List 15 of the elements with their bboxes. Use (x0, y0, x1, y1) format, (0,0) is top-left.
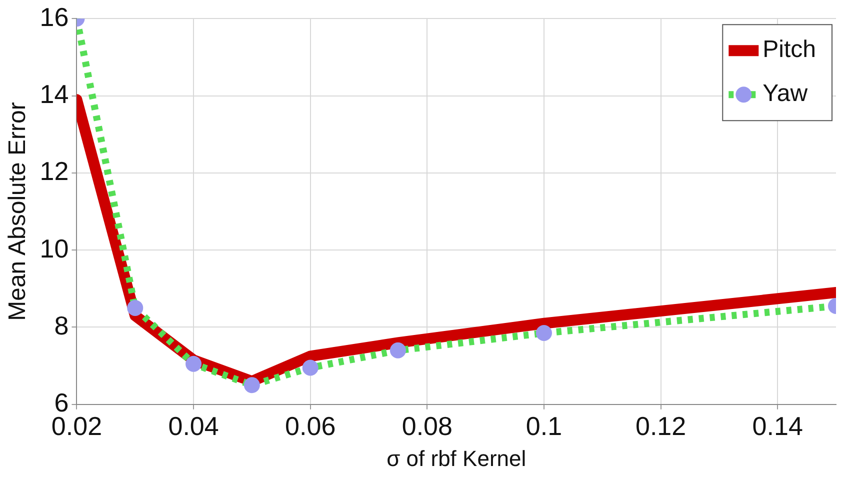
x-tick-label: 0.12 (635, 411, 686, 442)
x-tick-label: 0.08 (402, 411, 452, 442)
x-axis-title: σ of rbf Kernel (386, 446, 526, 471)
y-tick-label: 10 (40, 233, 69, 264)
y-tick-label: 16 (40, 2, 69, 32)
x-tick-label: 0.14 (752, 411, 803, 442)
legend-label: Pitch (762, 36, 816, 64)
y-tick-label: 12 (40, 156, 69, 186)
x-tick-label: 0.06 (285, 411, 336, 442)
y-tick-label: 14 (40, 78, 69, 109)
y-tick-label: 8 (54, 310, 69, 340)
legend-label: Yaw (762, 80, 808, 108)
x-tick-label: 0.04 (168, 411, 219, 442)
y-axis-title: Mean Absolute Error (4, 102, 32, 321)
x-tick-label: 0.1 (526, 411, 562, 442)
